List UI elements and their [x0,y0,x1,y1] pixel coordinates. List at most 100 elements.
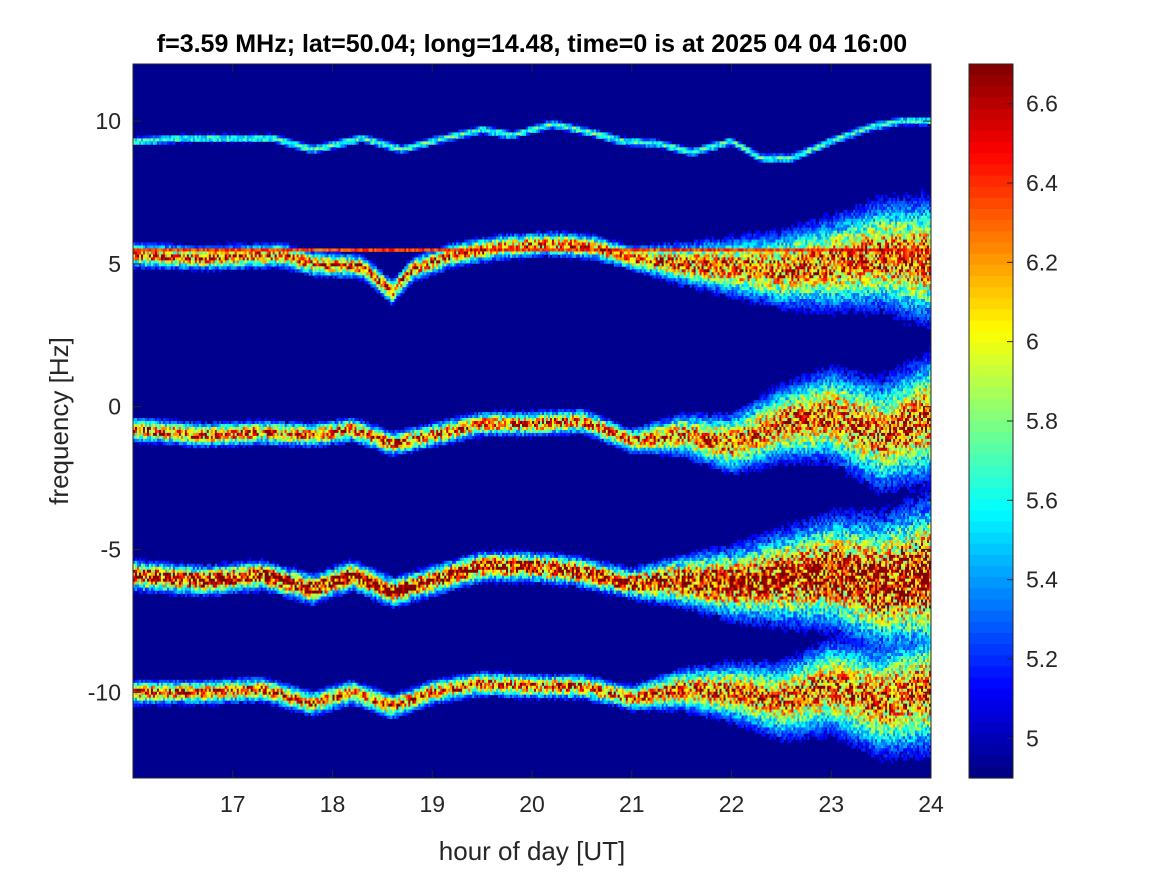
heatmap-cell [216,435,220,440]
heatmap-cell [250,135,254,139]
heatmap-cell [250,679,254,684]
heatmap-cell [370,260,373,264]
heatmap-cell [234,679,238,684]
heatmap-cell [258,584,262,589]
heatmap-cell [256,266,260,270]
heatmap-cell [166,685,170,690]
heatmap-cell [222,138,226,142]
heatmap-cell [194,691,198,696]
heatmap-cell [292,590,295,594]
heatmap-cell [172,584,176,589]
heatmap-cell [282,682,286,687]
heatmap-cell [210,685,214,690]
heatmap-cell [146,587,150,591]
heatmap-cell [222,578,226,583]
heatmap-cell [146,563,150,568]
heatmap-cell [284,254,288,258]
heatmap-cell [260,563,264,568]
heatmap-cell [274,141,278,145]
heatmap-cell [176,135,180,139]
heatmap-cell [288,685,292,690]
heatmap-cell [262,251,266,255]
heatmap-cell [330,441,333,446]
heatmap-cell [200,248,204,252]
heatmap-cell [220,263,224,267]
heatmap-cell [192,685,196,690]
heatmap-cell [142,557,146,562]
heatmap-cell [140,700,144,705]
heatmap-cell [178,590,182,594]
heatmap-cell [226,135,230,139]
heatmap-cell [214,441,218,446]
heatmap-cell [154,697,158,702]
heatmap-cell [164,421,168,425]
heatmap-cell [290,269,294,273]
heatmap-cell [280,697,284,702]
heatmap-cell [276,138,280,142]
heatmap-cell [220,685,224,690]
heatmap-cell [176,248,180,252]
heatmap-cell [194,694,198,699]
heatmap-cell [274,135,278,139]
heatmap-cell [284,441,288,446]
heatmap-cell [256,697,260,702]
heatmap-cell [136,257,140,261]
heatmap-cell [222,135,226,139]
heatmap-cell [270,426,274,431]
heatmap-cell [240,245,244,249]
heatmap-cell [186,691,190,696]
heatmap-cell [240,438,244,443]
heatmap-cell [234,572,238,577]
heatmap-cell [146,432,150,437]
heatmap-cell [236,138,240,142]
heatmap-cell [280,444,284,449]
heatmap-cell [284,423,288,428]
heatmap-cell [236,697,240,702]
heatmap-cell [206,132,210,136]
heatmap-cell [260,245,264,249]
heatmap-cell [240,254,244,258]
heatmap-cell [222,444,226,449]
heatmap-cell [148,685,152,690]
heatmap-cell [236,423,240,428]
heatmap-cell [280,694,284,699]
heatmap-cell [232,254,236,258]
heatmap-cell [254,575,258,580]
heatmap-cell [264,423,268,428]
heatmap-cell [162,682,166,687]
heatmap-cell [374,685,377,690]
heatmap-cell [248,432,252,437]
heatmap-cell [216,587,220,591]
heatmap-cell [152,138,156,142]
heatmap-cell [254,138,258,142]
heatmap-cell [142,572,146,577]
heatmap-cell [244,138,248,142]
heatmap-cell [150,688,154,693]
heatmap-cell [152,426,156,431]
heatmap-cell [176,685,180,690]
heatmap-cell [258,563,262,568]
heatmap-cell [258,572,262,577]
heatmap-cell [258,676,262,681]
heatmap-cell [188,423,192,428]
heatmap-cell [160,697,164,702]
heatmap-cell [144,245,148,249]
heatmap-cell [133,685,136,690]
heatmap-cell [266,438,270,443]
heatmap-cell [288,587,292,591]
heatmap-cell [260,682,264,687]
heatmap-cell [278,575,282,580]
heatmap-cell [136,248,140,252]
heatmap-cell [250,587,254,591]
heatmap-cell [136,697,140,702]
heatmap-cell [202,263,206,267]
heatmap-cell [244,578,248,583]
heatmap-cell [150,251,154,255]
heatmap-cell [228,423,232,428]
heatmap-cell [182,432,186,437]
heatmap-cell [260,587,264,591]
heatmap-cell [184,590,188,594]
heatmap-cell [150,691,154,696]
heatmap-cell [228,251,232,255]
heatmap-cell [286,581,290,586]
